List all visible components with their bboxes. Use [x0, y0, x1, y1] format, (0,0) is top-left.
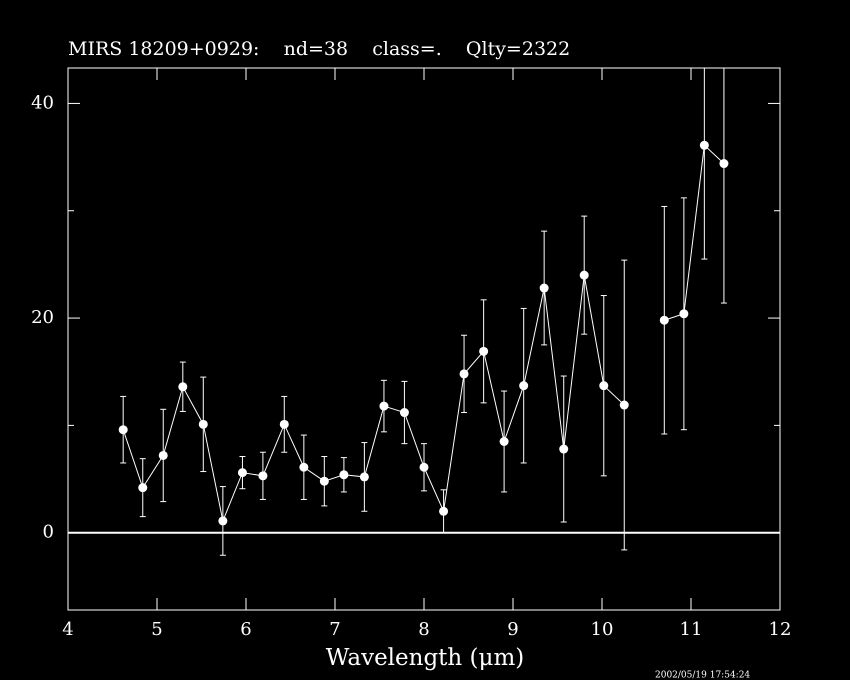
data-point — [218, 516, 228, 526]
data-point — [299, 462, 309, 472]
x-tick-label: 6 — [240, 619, 251, 640]
data-point — [379, 401, 389, 411]
data-point — [399, 408, 409, 418]
data-point — [118, 425, 128, 435]
y-tick-label: 20 — [31, 307, 54, 328]
plot-frame — [67, 67, 781, 611]
data-point — [178, 382, 188, 392]
data-point — [679, 309, 689, 319]
data-point — [439, 506, 449, 516]
x-tick-label: 7 — [329, 619, 340, 640]
data-point — [339, 470, 349, 480]
data-point — [237, 468, 247, 478]
data-point — [499, 436, 509, 446]
data-point — [699, 140, 709, 150]
x-tick-label: 9 — [507, 619, 518, 640]
data-point — [359, 472, 369, 482]
y-tick-label: 0 — [43, 522, 54, 543]
data-point — [158, 450, 168, 460]
x-axis-label: Wavelength (μm) — [326, 645, 525, 671]
x-tick-label: 4 — [62, 619, 73, 640]
data-point — [319, 476, 329, 486]
data-point — [559, 444, 569, 454]
data-point — [539, 283, 549, 293]
chart-title: MIRS 18209+0929: nd=38 class=. Qlty=2322 — [68, 38, 570, 60]
x-tick-label: 5 — [151, 619, 162, 640]
data-point — [579, 270, 589, 280]
x-tick-label: 8 — [418, 619, 429, 640]
data-point — [479, 346, 489, 356]
data-point — [198, 419, 208, 429]
data-point — [519, 381, 529, 391]
x-tick-label: 11 — [680, 619, 703, 640]
data-point — [719, 159, 729, 169]
timestamp: 2002/05/19 17:54:24 — [655, 671, 750, 680]
data-point — [279, 419, 289, 429]
data-line — [122, 144, 725, 523]
data-point — [599, 381, 609, 391]
data-point — [619, 400, 629, 410]
data-point — [138, 483, 148, 493]
data-point — [419, 462, 429, 472]
x-tick-label: 12 — [769, 619, 792, 640]
data-point — [459, 369, 469, 379]
y-tick-label: 40 — [31, 92, 54, 113]
x-tick-label: 10 — [591, 619, 614, 640]
data-point — [258, 471, 268, 481]
data-point — [659, 315, 669, 325]
